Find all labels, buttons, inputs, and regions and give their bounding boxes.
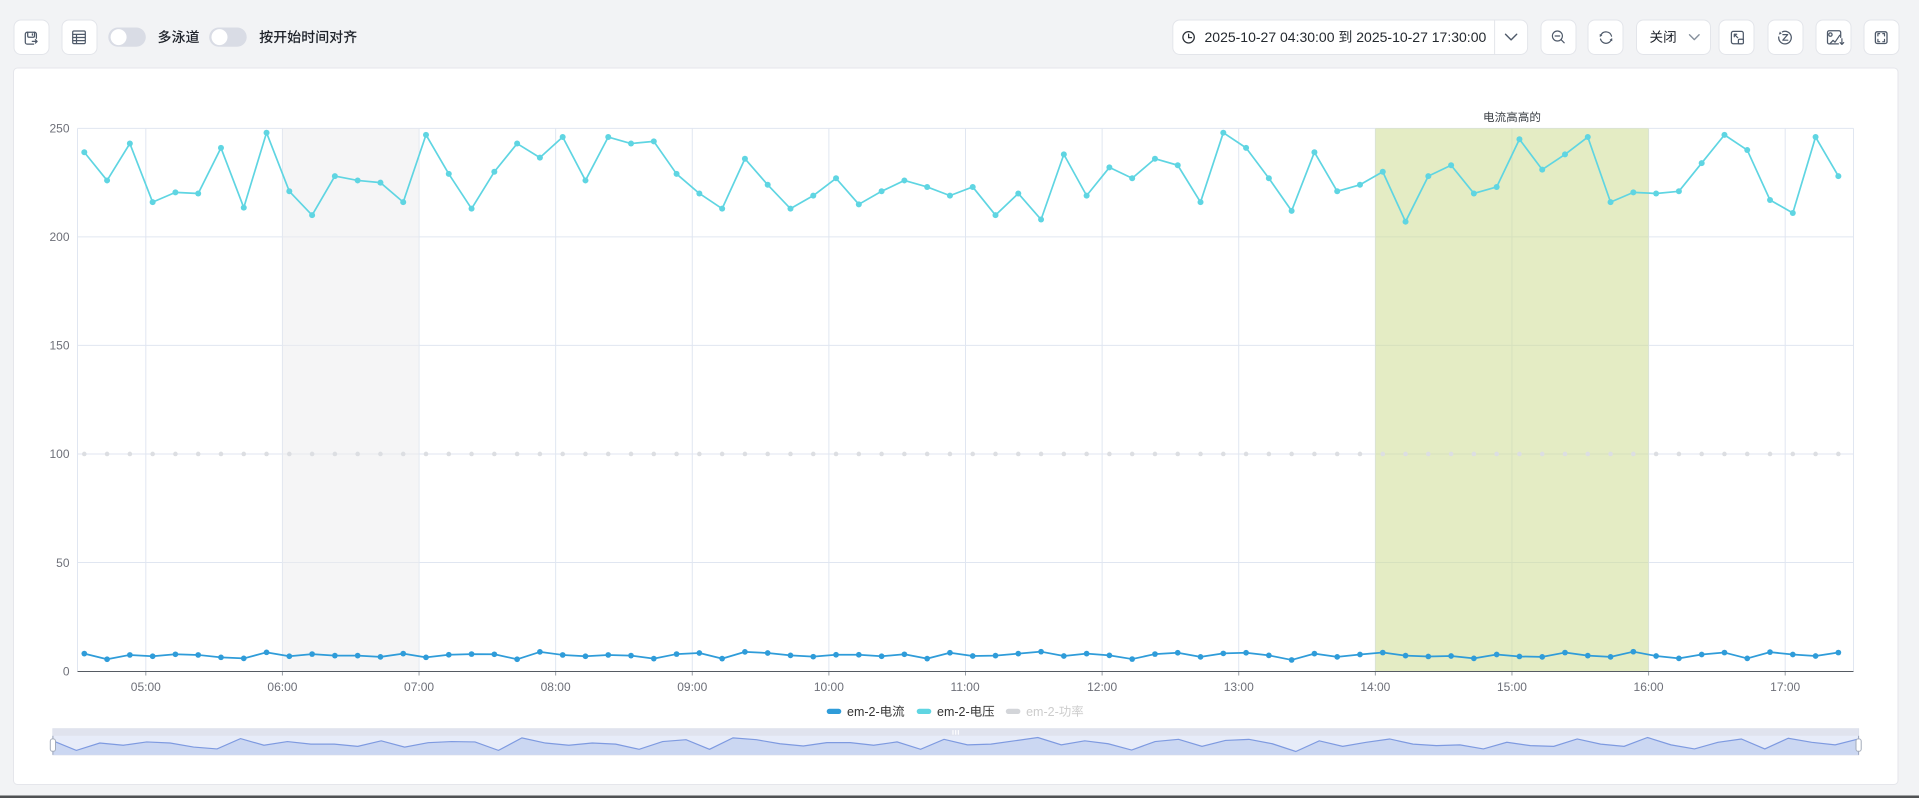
svg-text:17:00: 17:00 xyxy=(1770,680,1800,694)
svg-text:em-2-: em-2- xyxy=(847,705,880,719)
svg-text:2025-10-27 04:30:00: 2025-10-27 04:30:00 xyxy=(1205,29,1339,45)
svg-text:2025-10-27 17:30:00: 2025-10-27 17:30:00 xyxy=(1352,29,1486,45)
svg-text:06:00: 06:00 xyxy=(267,680,297,694)
svg-text:09:00: 09:00 xyxy=(677,680,707,694)
svg-text:10:00: 10:00 xyxy=(814,680,844,694)
svg-text:15:00: 15:00 xyxy=(1497,680,1527,694)
svg-text:em-2-: em-2- xyxy=(937,705,970,719)
svg-text:100: 100 xyxy=(49,447,69,461)
svg-text:16:00: 16:00 xyxy=(1634,680,1664,694)
svg-text:em-2-: em-2- xyxy=(1026,705,1059,719)
svg-text:12:00: 12:00 xyxy=(1087,680,1117,694)
svg-text:08:00: 08:00 xyxy=(541,680,571,694)
svg-text:250: 250 xyxy=(49,122,69,136)
svg-text:14:00: 14:00 xyxy=(1360,680,1390,694)
svg-text:150: 150 xyxy=(49,339,69,353)
svg-text:05:00: 05:00 xyxy=(131,680,161,694)
svg-text:07:00: 07:00 xyxy=(404,680,434,694)
svg-text:13:00: 13:00 xyxy=(1224,680,1254,694)
svg-text:0: 0 xyxy=(63,664,70,678)
svg-text:11:00: 11:00 xyxy=(950,680,979,694)
svg-text:200: 200 xyxy=(49,230,69,244)
svg-text:50: 50 xyxy=(56,556,70,570)
